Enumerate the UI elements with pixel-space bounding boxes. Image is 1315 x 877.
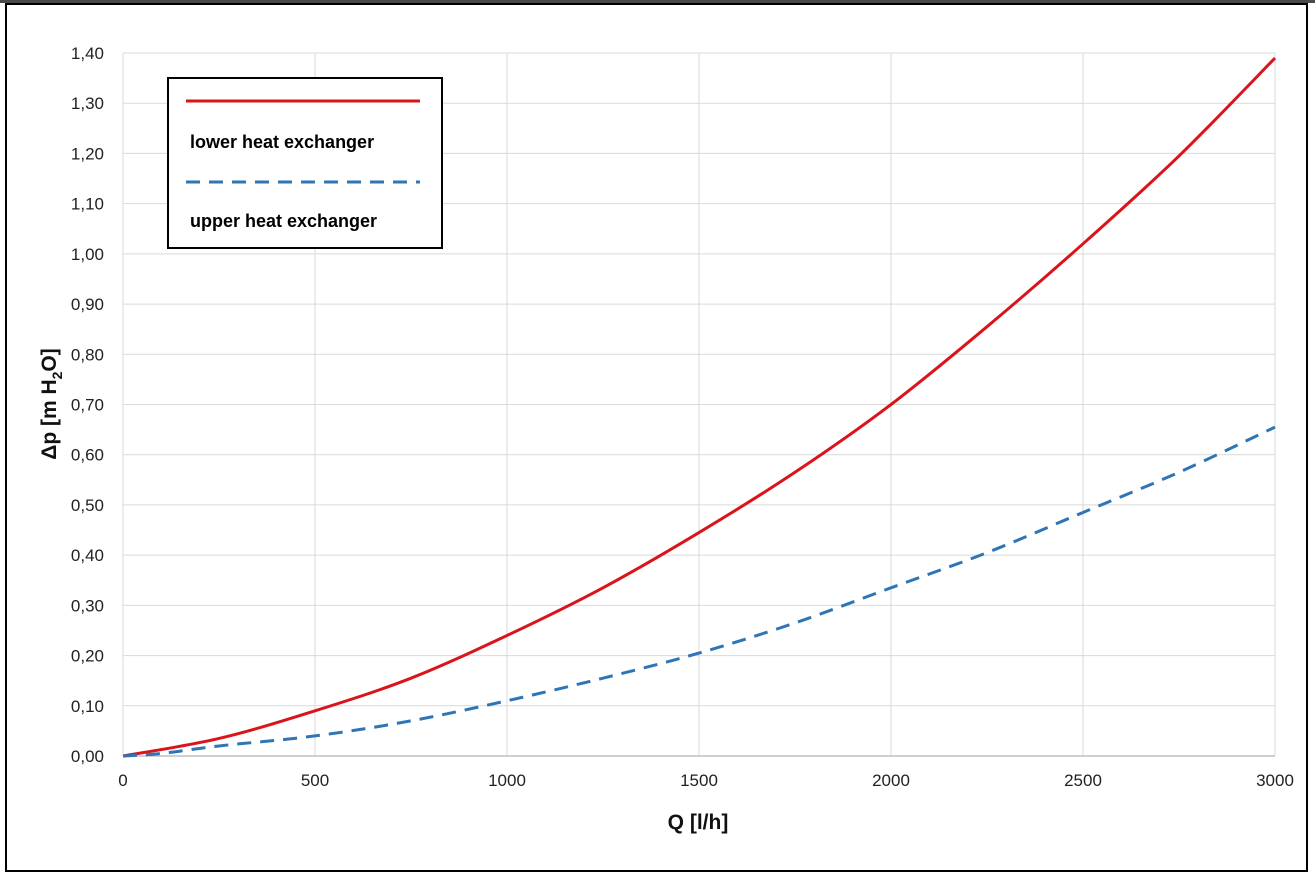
y-tick-label: 0,90 bbox=[71, 295, 104, 314]
y-tick-label: 1,10 bbox=[71, 195, 104, 214]
x-tick-label: 1000 bbox=[488, 771, 526, 790]
grid-lines bbox=[123, 52, 1276, 756]
y-axis-title-subscript: 2 bbox=[49, 371, 65, 379]
y-tick-label: 1,40 bbox=[71, 44, 104, 63]
axes bbox=[122, 53, 1275, 757]
x-tick-label: 0 bbox=[118, 771, 127, 790]
y-tick-label: 1,00 bbox=[71, 245, 104, 264]
y-tick-label: 0,00 bbox=[71, 747, 104, 766]
series-lines bbox=[122, 56, 1277, 758]
x-axis-title: Q [l/h] bbox=[668, 811, 729, 834]
x-tick-label: 500 bbox=[301, 771, 329, 790]
y-axis-title-suffix: O] bbox=[38, 348, 61, 371]
top-border-strip bbox=[0, 0, 1315, 3]
series-line-lower-heat-exchanger bbox=[122, 56, 1277, 758]
y-tick-label: 0,30 bbox=[71, 596, 104, 615]
y-axis-title-prefix: Δp [m H bbox=[38, 379, 61, 459]
x-tick-labels: 0 500 1000 1500 2000 2500 3000 bbox=[118, 771, 1294, 790]
y-axis-title: Δp [m H2O] bbox=[38, 348, 65, 460]
legend-label-upper-heat-exchanger: upper heat exchanger bbox=[190, 211, 377, 231]
legend-box bbox=[167, 77, 443, 249]
series-line-upper-heat-exchanger bbox=[122, 425, 1276, 758]
legend-label-lower-heat-exchanger: lower heat exchanger bbox=[190, 132, 374, 152]
y-tick-label: 0,10 bbox=[71, 697, 104, 716]
y-tick-label: 0,60 bbox=[71, 446, 104, 465]
x-tick-label: 2500 bbox=[1064, 771, 1102, 790]
x-tick-label: 1500 bbox=[680, 771, 718, 790]
x-tick-label: 3000 bbox=[1256, 771, 1294, 790]
y-tick-label: 1,20 bbox=[71, 144, 104, 163]
y-tick-label: 0,80 bbox=[71, 345, 104, 364]
y-tick-label: 1,30 bbox=[71, 94, 104, 113]
legend: lower heat exchanger upper heat exchange… bbox=[167, 77, 443, 249]
y-tick-label: 0,70 bbox=[71, 396, 104, 415]
y-tick-label: 0,50 bbox=[71, 496, 104, 515]
y-tick-label: 0,20 bbox=[71, 647, 104, 666]
y-tick-label: 0,40 bbox=[71, 546, 104, 565]
x-tick-label: 2000 bbox=[872, 771, 910, 790]
y-tick-labels: 0,00 0,10 0,20 0,30 0,40 0,50 0,60 0,70 0,80 0,90… bbox=[71, 44, 104, 766]
